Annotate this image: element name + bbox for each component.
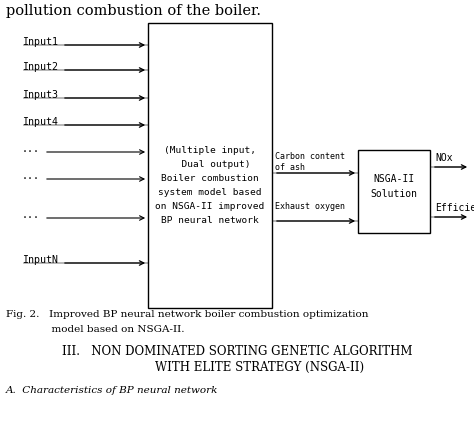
Bar	[148, 23, 272, 308]
Text: ...: ...	[22, 144, 40, 154]
Text: ...: ...	[22, 171, 40, 181]
Text: model based on NSGA-II.: model based on NSGA-II.	[6, 325, 184, 334]
Text: Efficiency: Efficiency	[435, 203, 474, 213]
Text: Input2: Input2	[22, 62, 58, 72]
Text: NOx: NOx	[435, 153, 453, 163]
Text: on NSGA-II improved: on NSGA-II improved	[155, 202, 264, 211]
Text: BP neural network: BP neural network	[161, 216, 259, 225]
Text: III.   NON DOMINATED SORTING GENETIC ALGORITHM: III. NON DOMINATED SORTING GENETIC ALGOR…	[62, 345, 412, 358]
Text: Input4: Input4	[22, 117, 58, 127]
Text: A.  Characteristics of BP neural network: A. Characteristics of BP neural network	[6, 386, 219, 395]
Text: of ash: of ash	[275, 163, 305, 172]
Text: WITH ELITE STRATEGY (NSGA-II): WITH ELITE STRATEGY (NSGA-II)	[110, 361, 364, 374]
Text: NSGA-II
Solution: NSGA-II Solution	[371, 174, 418, 199]
Text: system model based: system model based	[158, 187, 262, 196]
Text: Input1: Input1	[22, 37, 58, 47]
Text: Input3: Input3	[22, 90, 58, 100]
Text: InputN: InputN	[22, 255, 58, 265]
Text: Dual output): Dual output)	[170, 160, 250, 169]
Text: Boiler combustion: Boiler combustion	[161, 173, 259, 182]
Text: Fig. 2.   Improved BP neural network boiler combustion optimization: Fig. 2. Improved BP neural network boile…	[6, 310, 368, 319]
Text: pollution combustion of the boiler.: pollution combustion of the boiler.	[6, 4, 261, 18]
Bar	[358, 150, 430, 233]
Text: Exhaust oxygen: Exhaust oxygen	[275, 202, 345, 211]
Text: Carbon content: Carbon content	[275, 152, 345, 161]
Text: ...: ...	[22, 210, 40, 220]
Text: (Multiple input,: (Multiple input,	[164, 146, 256, 155]
